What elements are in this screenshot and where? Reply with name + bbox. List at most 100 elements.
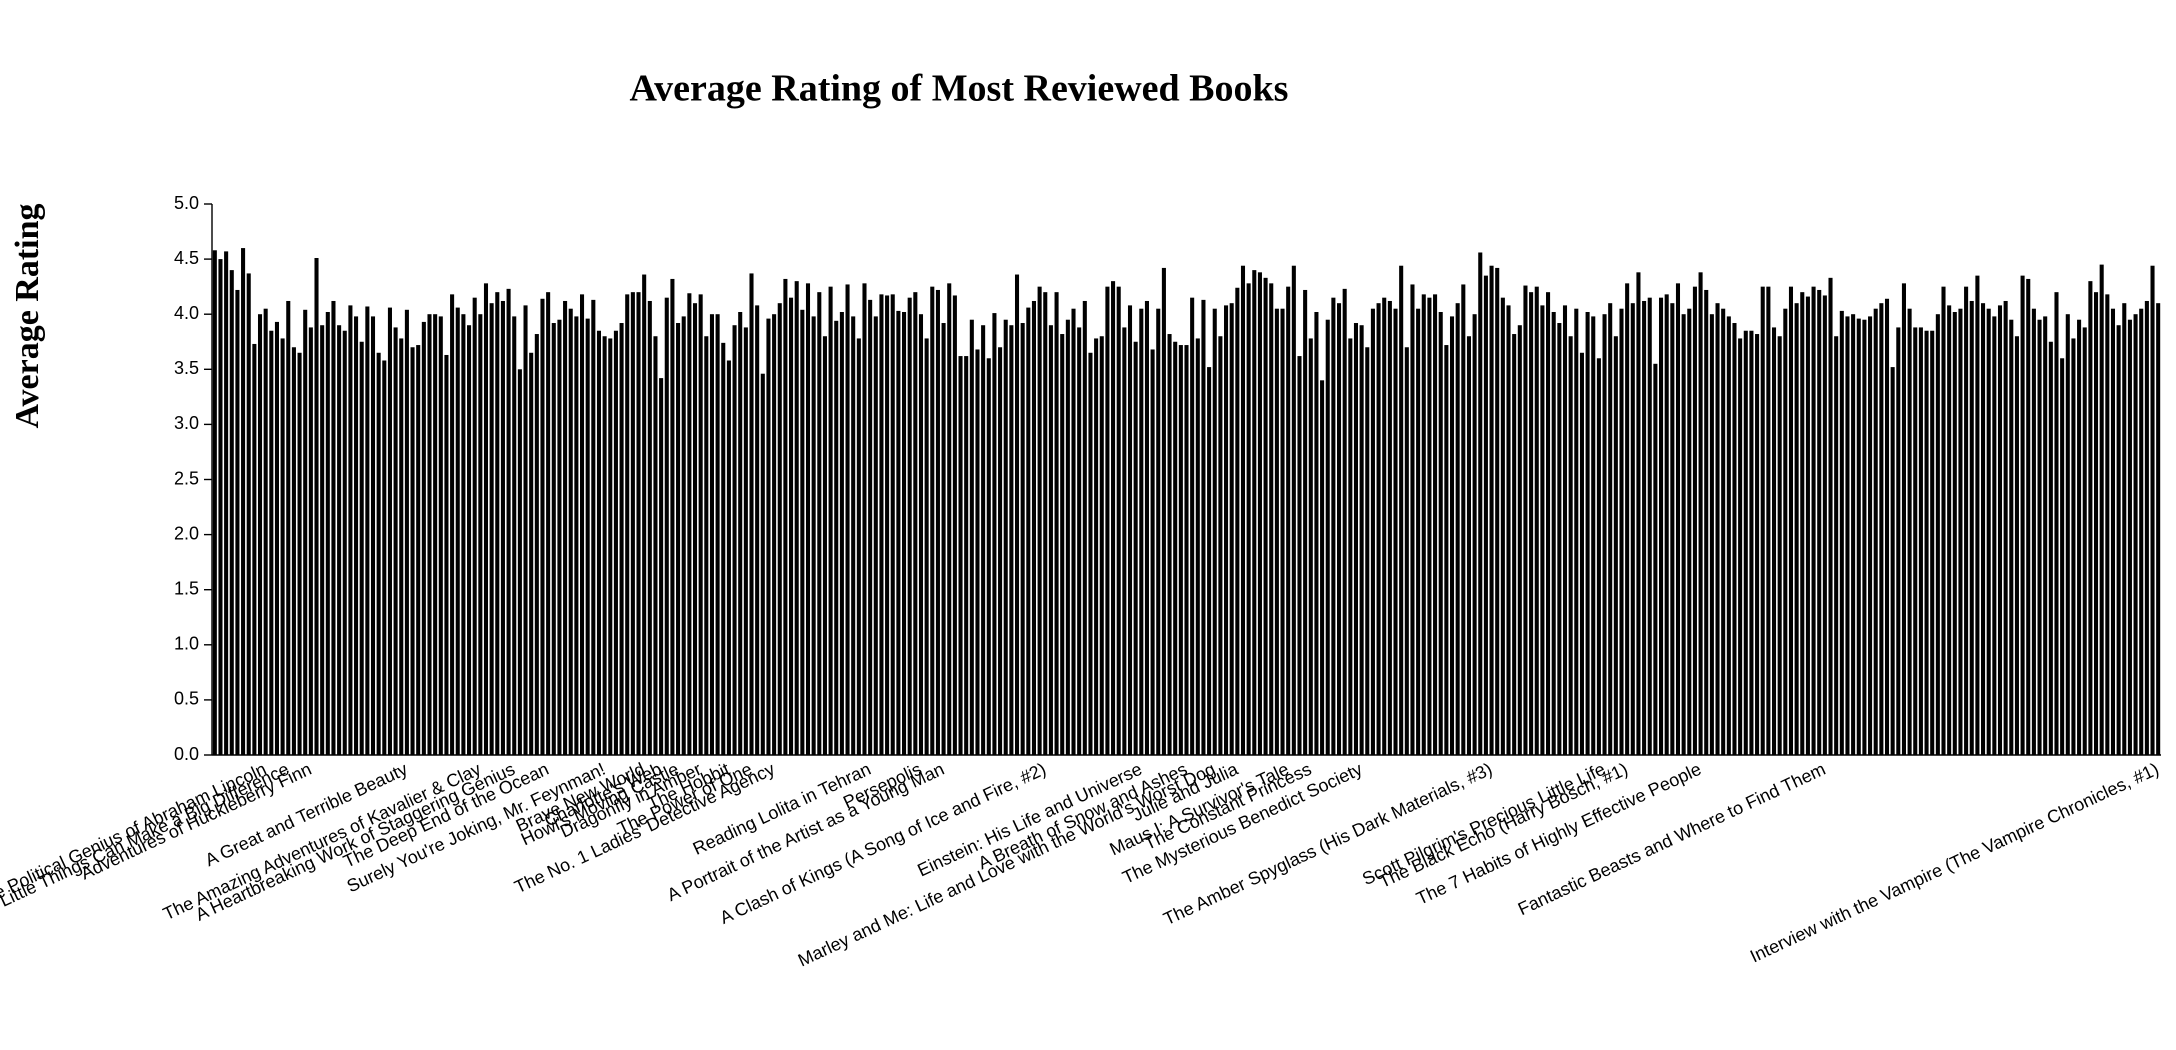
bar xyxy=(1387,300,1392,755)
bar xyxy=(291,347,296,755)
bar xyxy=(653,336,658,755)
bar xyxy=(1393,308,1398,755)
bar xyxy=(534,334,539,755)
y-tick-label: 1.5 xyxy=(174,578,199,598)
bar xyxy=(862,283,867,755)
bar xyxy=(1201,299,1206,755)
bar xyxy=(947,283,952,755)
bar xyxy=(1981,303,1986,755)
bar xyxy=(1229,303,1234,755)
bar xyxy=(472,297,477,755)
bar xyxy=(2133,314,2138,755)
bar xyxy=(755,305,760,755)
y-tick-label: 3.5 xyxy=(174,358,199,378)
bar xyxy=(1523,285,1528,755)
bar xyxy=(1060,334,1065,755)
y-tick-label: 4.5 xyxy=(174,248,199,268)
bar xyxy=(1094,338,1099,755)
bar xyxy=(681,316,686,755)
bar xyxy=(1625,283,1630,755)
bar xyxy=(800,309,805,755)
bar xyxy=(2099,264,2104,755)
bar xyxy=(1212,308,1217,755)
bar xyxy=(1675,283,1681,755)
bar xyxy=(1077,327,1082,755)
bar xyxy=(1274,308,1279,755)
bar xyxy=(1178,345,1183,755)
bar xyxy=(1359,325,1364,755)
bar xyxy=(1325,319,1330,755)
bar xyxy=(1483,275,1488,755)
bar xyxy=(2110,308,2116,755)
bar xyxy=(1659,297,1664,755)
bar xyxy=(1495,267,1500,755)
bar xyxy=(1890,367,1895,755)
bar xyxy=(1546,292,1551,755)
bar xyxy=(1698,272,1703,755)
bar xyxy=(427,314,432,755)
bar xyxy=(1122,327,1127,755)
bar xyxy=(2127,319,2132,755)
bar xyxy=(743,327,748,755)
bar xyxy=(551,323,556,755)
bar xyxy=(359,341,364,755)
bar xyxy=(342,330,347,755)
bar xyxy=(546,292,551,755)
bar xyxy=(1664,294,1669,755)
bar xyxy=(1534,286,1539,755)
bar xyxy=(2082,327,2087,755)
bar xyxy=(1370,308,1375,755)
bar xyxy=(1732,323,1737,755)
bar xyxy=(2150,265,2155,755)
bar xyxy=(1133,341,1138,755)
bar xyxy=(269,330,274,755)
bar xyxy=(1065,319,1070,755)
bar xyxy=(2048,341,2053,755)
bar xyxy=(1952,311,1957,755)
bar xyxy=(568,308,573,755)
bar xyxy=(1851,314,1856,755)
bar xyxy=(828,286,833,755)
bar xyxy=(1568,336,1573,755)
bar xyxy=(839,311,844,755)
bar xyxy=(461,314,466,755)
bar xyxy=(1399,265,1404,755)
bar xyxy=(416,345,421,755)
bar xyxy=(2077,319,2082,755)
bar xyxy=(726,360,731,755)
bar xyxy=(1003,319,1008,755)
bar xyxy=(1314,311,1319,755)
bar xyxy=(1438,311,1443,755)
bar xyxy=(1653,363,1658,755)
bar xyxy=(676,323,681,755)
bar xyxy=(1336,303,1342,755)
bar xyxy=(1308,338,1313,755)
bar xyxy=(1630,303,1635,755)
bar xyxy=(1839,310,1844,755)
bar xyxy=(1585,311,1590,755)
bar xyxy=(1738,338,1743,755)
bar xyxy=(1771,327,1777,755)
bar xyxy=(438,316,443,755)
bar xyxy=(766,318,771,755)
bar xyxy=(998,347,1003,755)
bar xyxy=(1828,277,1833,755)
bar xyxy=(1246,283,1251,755)
bar xyxy=(1726,316,1731,755)
y-tick-label: 0.5 xyxy=(174,689,199,709)
bar xyxy=(1924,330,1929,755)
bar xyxy=(952,295,957,755)
bar xyxy=(1280,308,1285,755)
bar xyxy=(981,325,986,755)
bar xyxy=(1382,297,1387,755)
bar xyxy=(986,358,991,755)
bar xyxy=(1834,336,1839,755)
bar xyxy=(1975,275,1980,755)
bar xyxy=(1868,316,1873,755)
bar xyxy=(1721,308,1726,755)
bar xyxy=(1879,303,1884,755)
bar xyxy=(907,297,912,755)
bar xyxy=(1291,265,1296,755)
bar xyxy=(1156,308,1161,755)
